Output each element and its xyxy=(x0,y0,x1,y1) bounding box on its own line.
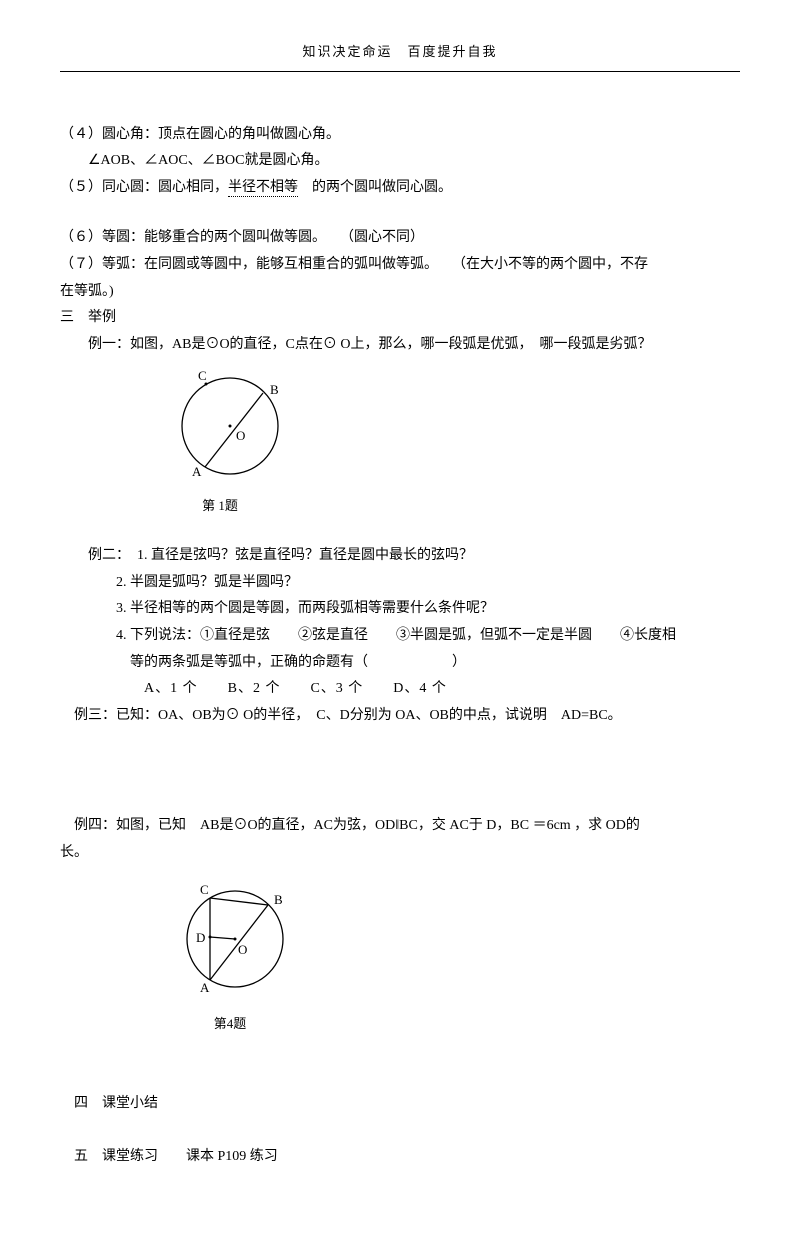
definitions-block: （４）圆心角：顶点在圆心的角叫做圆心角。 ∠AOB、∠AOC、∠BOC就是圆心角… xyxy=(60,122,740,202)
example-2-2: 2. 半圆是弧吗？弧是半圆吗？ xyxy=(60,570,740,597)
example-1: 例一：如图，AB是⊙O的直径，C点在⊙ O上，那么，哪一段弧是优弧， 哪一段弧是… xyxy=(60,332,740,359)
item-6: （６）等圆：能够重合的两个圆叫做等圆。 （圆心不同） xyxy=(60,225,740,252)
example-4-block: 例四：如图，已知 AB是⊙O的直径，AC为弦，OD‖BC，交 AC于 D，BC … xyxy=(60,813,740,1037)
svg-text:A: A xyxy=(192,464,202,479)
item-5-b: 的两个圆叫做同心圆。 xyxy=(298,180,452,195)
item-5: （５）同心圆：圆心相同，半径不相等 的两个圆叫做同心圆。 xyxy=(60,175,740,202)
example-2-1: 例二： 1. 直径是弦吗？弦是直径吗？直径是圆中最长的弦吗？ xyxy=(60,543,740,570)
example-3: 例三：已知：OA、OB为⊙ O的半径， C、D分别为 OA、OB的中点，试说明 … xyxy=(60,703,740,730)
svg-text:A: A xyxy=(200,980,210,995)
example-2-4b: 等的两条弧是等弧中，正确的命题有（ ） xyxy=(60,650,740,677)
example-2-block: 例二： 1. 直径是弦吗？弦是直径吗？直径是圆中最长的弦吗？ 2. 半圆是弧吗？… xyxy=(60,543,740,729)
example-4: 例四：如图，已知 AB是⊙O的直径，AC为弦，OD‖BC，交 AC于 D，BC … xyxy=(60,813,740,840)
figure-1-caption: 第 1题 xyxy=(160,494,280,519)
svg-text:C: C xyxy=(200,882,209,897)
example-4b: 长。 xyxy=(60,840,740,867)
item-5-underline: 半径不相等 xyxy=(228,180,298,197)
item-4: （４）圆心角：顶点在圆心的角叫做圆心角。 xyxy=(60,122,740,149)
example-2-3: 3. 半径相等的两个圆是等圆，而两段弧相等需要什么条件呢？ xyxy=(60,596,740,623)
item-7: （７）等弧：在同圆或等圆中，能够互相重合的弧叫做等弧。 （在大小不等的两个圆中，… xyxy=(60,252,740,279)
page-header: 知识决定命运 百度提升自我 xyxy=(60,40,740,72)
closing-block: 四 课堂小结 五 课堂练习 课本 P109 练习 xyxy=(60,1091,740,1171)
svg-text:B: B xyxy=(270,382,279,397)
svg-text:B: B xyxy=(274,892,283,907)
svg-text:C: C xyxy=(198,368,207,383)
example-2-choices: A、1 个 B、2 个 C、3 个 D、4 个 xyxy=(60,676,740,703)
item-7b: 在等弧。) xyxy=(60,279,740,306)
figure-1-circle: C B O A xyxy=(160,366,310,486)
item-5-a: （５）同心圆：圆心相同， xyxy=(60,180,228,195)
svg-text:O: O xyxy=(238,942,247,957)
section-four: 四 课堂小结 xyxy=(60,1091,740,1118)
definitions-block-2: （６）等圆：能够重合的两个圆叫做等圆。 （圆心不同） （７）等弧：在同圆或等圆中… xyxy=(60,225,740,519)
section-three-title: 三 举例 xyxy=(60,305,740,332)
section-five: 五 课堂练习 课本 P109 练习 xyxy=(60,1144,740,1171)
example-2-4: 4. 下列说法：①直径是弦 ②弦是直径 ③半圆是弧，但弧不一定是半圆 ④长度相 xyxy=(60,623,740,650)
item-4b: ∠AOB、∠AOC、∠BOC就是圆心角。 xyxy=(60,148,740,175)
svg-text:D: D xyxy=(196,930,205,945)
figure-4-circle: C B D O A xyxy=(160,874,320,1004)
svg-text:O: O xyxy=(236,428,245,443)
figure-4-caption: 第4题 xyxy=(170,1012,290,1037)
